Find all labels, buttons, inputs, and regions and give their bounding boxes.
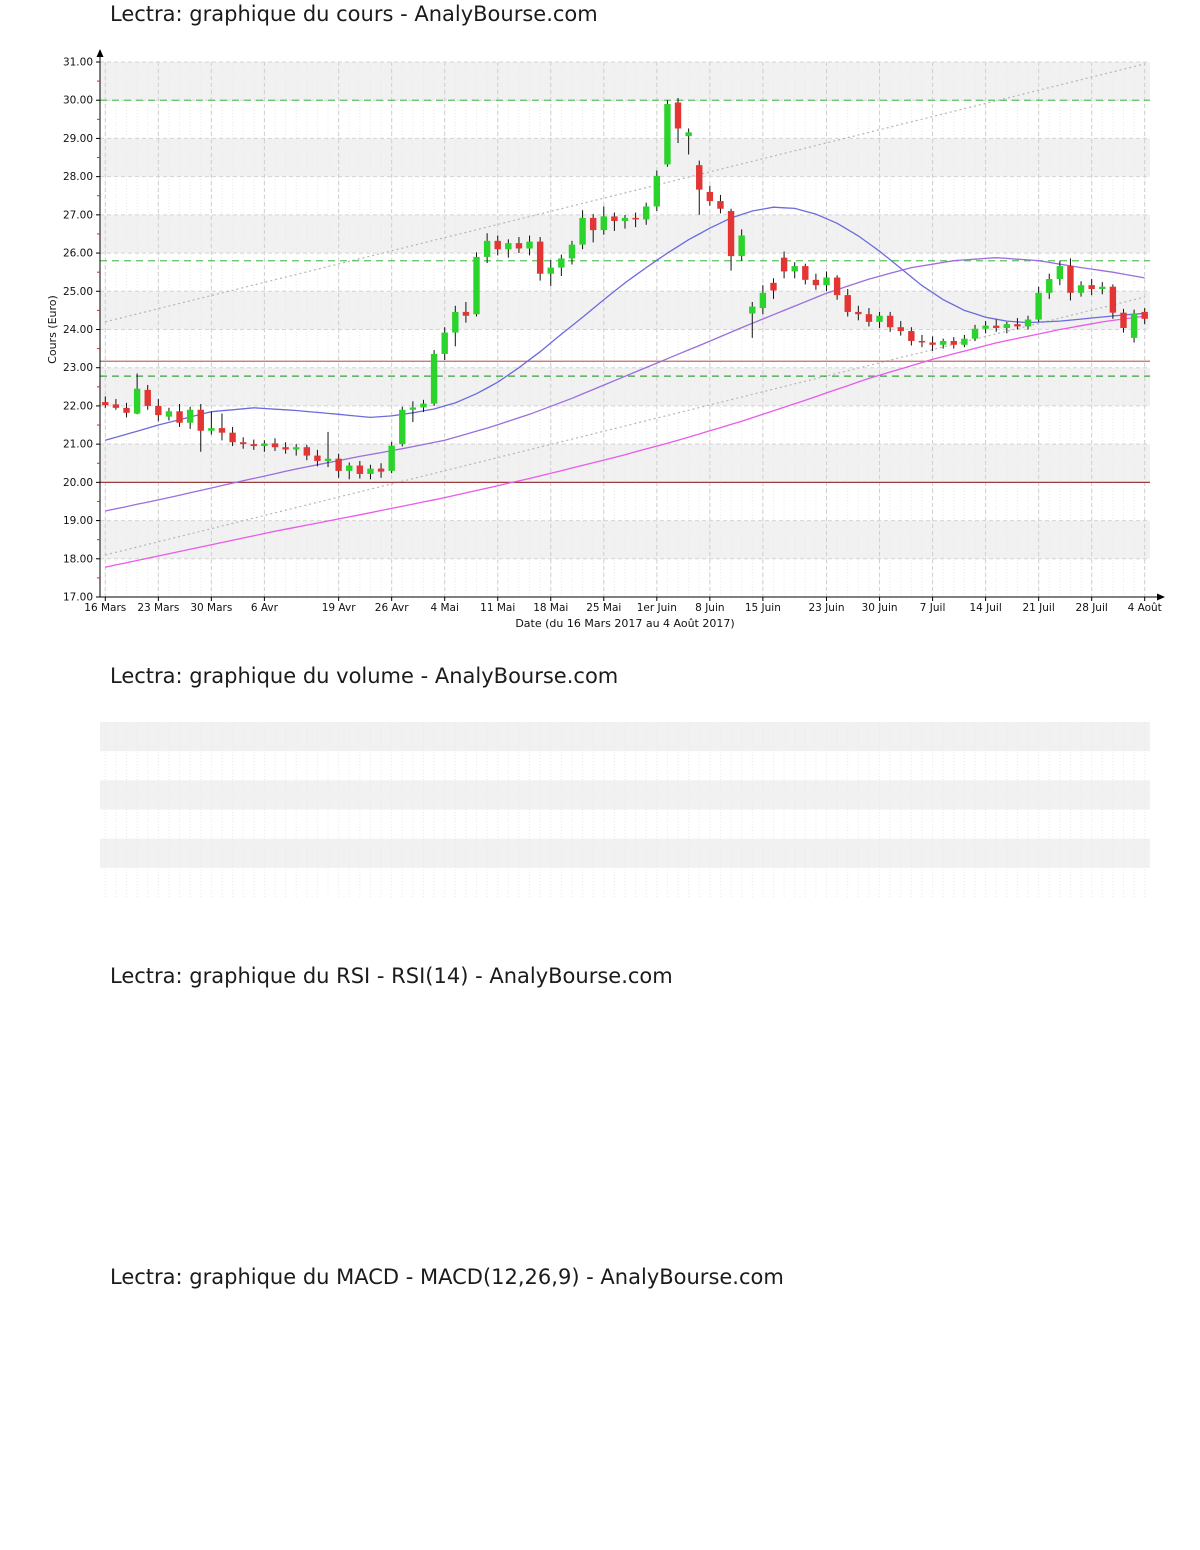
- volume-chart-title: Lectra: graphique du volume - AnalyBours…: [110, 664, 619, 688]
- svg-text:8 Juin: 8 Juin: [695, 602, 724, 614]
- svg-text:14 Juil: 14 Juil: [969, 602, 1001, 614]
- svg-text:17.00: 17.00: [63, 592, 93, 604]
- svg-text:18 Mai: 18 Mai: [533, 602, 568, 614]
- rsi-chart-canvas: [0, 1010, 1200, 1260]
- macd-chart-section: Lectra: graphique du MACD - MACD(12,26,9…: [0, 1263, 1200, 1550]
- svg-text:11 Mai: 11 Mai: [480, 602, 515, 614]
- svg-text:30 Juin: 30 Juin: [862, 602, 898, 614]
- svg-text:25.00: 25.00: [63, 286, 93, 298]
- svg-text:7 Juil: 7 Juil: [920, 602, 946, 614]
- svg-text:24.00: 24.00: [63, 324, 93, 336]
- svg-text:Cours (Euro): Cours (Euro): [46, 295, 59, 364]
- svg-text:6 Avr: 6 Avr: [251, 602, 279, 614]
- volume-chart-section: Lectra: graphique du volume - AnalyBours…: [0, 662, 1200, 960]
- svg-text:1er Juin: 1er Juin: [637, 602, 677, 614]
- svg-text:23 Mars: 23 Mars: [137, 602, 179, 614]
- svg-text:20.00: 20.00: [63, 477, 93, 489]
- rsi-chart-section: Lectra: graphique du RSI - RSI(14) - Ana…: [0, 962, 1200, 1262]
- svg-text:30.00: 30.00: [63, 95, 93, 107]
- macd-chart-title: Lectra: graphique du MACD - MACD(12,26,9…: [110, 1265, 784, 1289]
- svg-text:25 Mai: 25 Mai: [586, 602, 621, 614]
- svg-text:28.00: 28.00: [63, 171, 93, 183]
- svg-text:26.00: 26.00: [63, 248, 93, 260]
- svg-text:4 Mai: 4 Mai: [430, 602, 458, 614]
- svg-text:15 Juin: 15 Juin: [745, 602, 781, 614]
- price-chart-section: Lectra: graphique du cours - AnalyBourse…: [0, 0, 1200, 660]
- svg-text:26 Avr: 26 Avr: [375, 602, 409, 614]
- svg-text:22.00: 22.00: [63, 400, 93, 412]
- price-chart-title: Lectra: graphique du cours - AnalyBourse…: [110, 2, 598, 26]
- svg-text:19.00: 19.00: [63, 515, 93, 527]
- svg-text:16 Mars: 16 Mars: [84, 602, 126, 614]
- svg-text:28 Juil: 28 Juil: [1076, 602, 1108, 614]
- svg-text:31.00: 31.00: [63, 57, 93, 69]
- svg-text:27.00: 27.00: [63, 209, 93, 221]
- svg-text:18.00: 18.00: [63, 553, 93, 565]
- svg-text:29.00: 29.00: [63, 133, 93, 145]
- price-chart-canvas: 17.00 18.00 19.00 20.00 21.00 22.00 23.00 24.00…: [46, 49, 1165, 630]
- svg-text:4 Août: 4 Août: [1128, 602, 1162, 614]
- svg-text:21.00: 21.00: [63, 439, 93, 451]
- svg-text:30 Mars: 30 Mars: [190, 602, 232, 614]
- svg-text:19 Avr: 19 Avr: [322, 602, 356, 614]
- svg-text:23.00: 23.00: [63, 362, 93, 374]
- svg-text:Date (du 16 Mars 2017 au 4 Aoû: Date (du 16 Mars 2017 au 4 Août 2017): [515, 617, 734, 630]
- svg-text:21 Juil: 21 Juil: [1022, 602, 1054, 614]
- rsi-chart-title: Lectra: graphique du RSI - RSI(14) - Ana…: [110, 964, 673, 988]
- svg-text:23 Juin: 23 Juin: [808, 602, 844, 614]
- volume-chart-canvas: [100, 722, 1150, 897]
- macd-chart-canvas: [0, 1309, 1200, 1546]
